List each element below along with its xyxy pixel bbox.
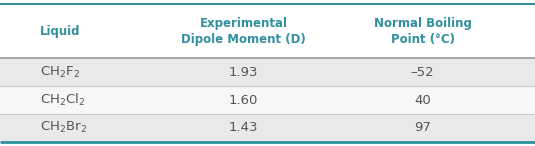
Bar — [0, 114, 535, 142]
Text: 1.60: 1.60 — [229, 93, 258, 107]
Bar — [0, 58, 535, 86]
Text: Liquid: Liquid — [40, 25, 81, 38]
Text: 1.43: 1.43 — [228, 121, 258, 134]
Text: Experimental
Dipole Moment (D): Experimental Dipole Moment (D) — [181, 17, 306, 46]
Text: 1.93: 1.93 — [228, 66, 258, 79]
Text: $\mathrm{CH_2Cl_2}$: $\mathrm{CH_2Cl_2}$ — [40, 92, 86, 108]
Text: 97: 97 — [414, 121, 431, 134]
Text: $\mathrm{CH_2F_2}$: $\mathrm{CH_2F_2}$ — [40, 65, 80, 80]
Text: 40: 40 — [414, 93, 431, 107]
Bar — [0, 86, 535, 114]
Text: Normal Boiling
Point (°C): Normal Boiling Point (°C) — [374, 17, 471, 46]
Text: $\mathrm{CH_2Br_2}$: $\mathrm{CH_2Br_2}$ — [40, 120, 87, 135]
Text: –52: –52 — [411, 66, 434, 79]
